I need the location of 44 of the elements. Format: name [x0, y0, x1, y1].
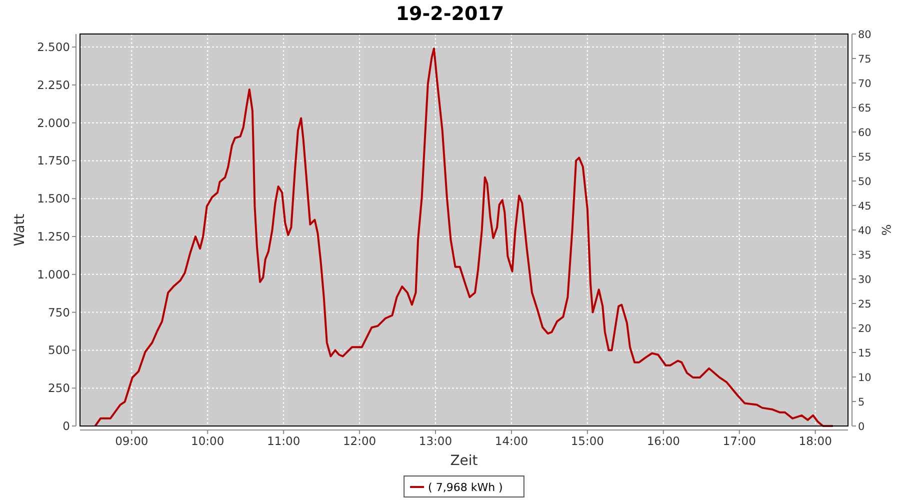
y-tick-label: 2.000	[37, 116, 70, 130]
x-tick-label: 16:00	[646, 434, 680, 448]
y2-tick-label: 80	[858, 29, 872, 41]
y-tick-label: 1.000	[37, 267, 70, 282]
x-tick-label: 14:00	[494, 434, 528, 448]
y2-tick-label: 5	[858, 396, 865, 408]
y2-tick-label: 50	[858, 176, 872, 188]
x-axis-title: Zeit	[450, 453, 478, 469]
y2-tick-label: 25	[858, 298, 872, 310]
y2-tick-label: 0	[858, 421, 865, 433]
y2-tick-label: 15	[858, 348, 872, 360]
y-tick-label: 1.500	[37, 192, 70, 206]
chart-title: 19-2-2017	[396, 3, 504, 25]
line-series	[94, 48, 834, 427]
y-tick-label: 2.250	[37, 78, 70, 92]
y2-tick-label: 60	[858, 127, 872, 139]
y-axis-title: Watt	[12, 213, 28, 246]
y2-tick-label: 65	[858, 102, 872, 114]
x-tick-label: 18:00	[798, 434, 832, 448]
y-tick-label: 250	[48, 381, 70, 396]
x-tick-label: 11:00	[267, 434, 300, 448]
y2-tick-label: 45	[858, 200, 872, 212]
x-tick-label: 09:00	[115, 434, 148, 448]
x-tick-label: 15:00	[570, 434, 604, 448]
y2-tick-label: 55	[858, 152, 872, 164]
y-tick-label: 1.250	[37, 230, 70, 244]
y-tick-label: 500	[48, 343, 70, 358]
y2-tick-label: 20	[858, 323, 872, 335]
y-tick-label: 750	[48, 305, 70, 320]
y2-tick-label: 10	[858, 372, 872, 384]
legend-label: ( 7,968 kWh )	[428, 481, 503, 494]
y-tick-label: 0	[62, 419, 70, 433]
y2-tick-label: 75	[858, 54, 872, 66]
y2-tick-label: 35	[858, 250, 872, 262]
x-tick-label: 17:00	[722, 434, 756, 448]
y-tick-label: 2.500	[37, 40, 70, 54]
x-tick-label: 12:00	[342, 434, 376, 448]
y2-tick-label: 70	[858, 78, 872, 90]
x-tick-label: 10:00	[191, 434, 224, 448]
x-tick-label: 13:00	[418, 434, 452, 448]
y2-tick-label: 40	[858, 225, 872, 237]
y2-axis-title: %	[879, 224, 893, 236]
y2-tick-label: 30	[858, 274, 872, 286]
y-tick-label: 1.750	[37, 154, 70, 168]
